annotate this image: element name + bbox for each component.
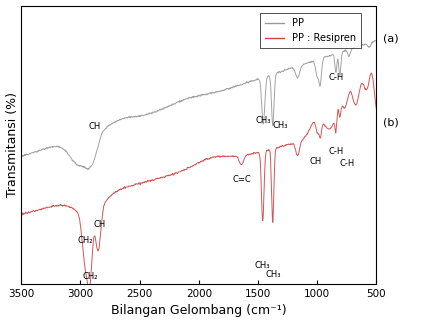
Y-axis label: Transmitansi (%): Transmitansi (%) [5, 92, 19, 197]
X-axis label: Bilangan Gelombang (cm⁻¹): Bilangan Gelombang (cm⁻¹) [111, 305, 287, 318]
Text: C-H: C-H [328, 147, 344, 156]
Text: (a): (a) [384, 34, 399, 44]
Legend: PP, PP : Resipren: PP, PP : Resipren [260, 13, 361, 48]
Text: CH: CH [93, 221, 106, 230]
Text: C-H: C-H [339, 159, 354, 168]
Text: CH: CH [310, 157, 322, 166]
Text: CH₃: CH₃ [265, 270, 280, 279]
Text: CH₃: CH₃ [255, 261, 270, 270]
Text: CH₂: CH₂ [77, 235, 93, 245]
Text: (b): (b) [384, 118, 399, 128]
Text: CH: CH [88, 122, 101, 131]
Text: CH₂: CH₂ [82, 272, 98, 281]
Text: CH₃: CH₃ [256, 116, 271, 125]
Text: C=C: C=C [232, 175, 251, 184]
Text: C-H: C-H [328, 73, 344, 82]
Text: CH₃: CH₃ [273, 121, 288, 130]
